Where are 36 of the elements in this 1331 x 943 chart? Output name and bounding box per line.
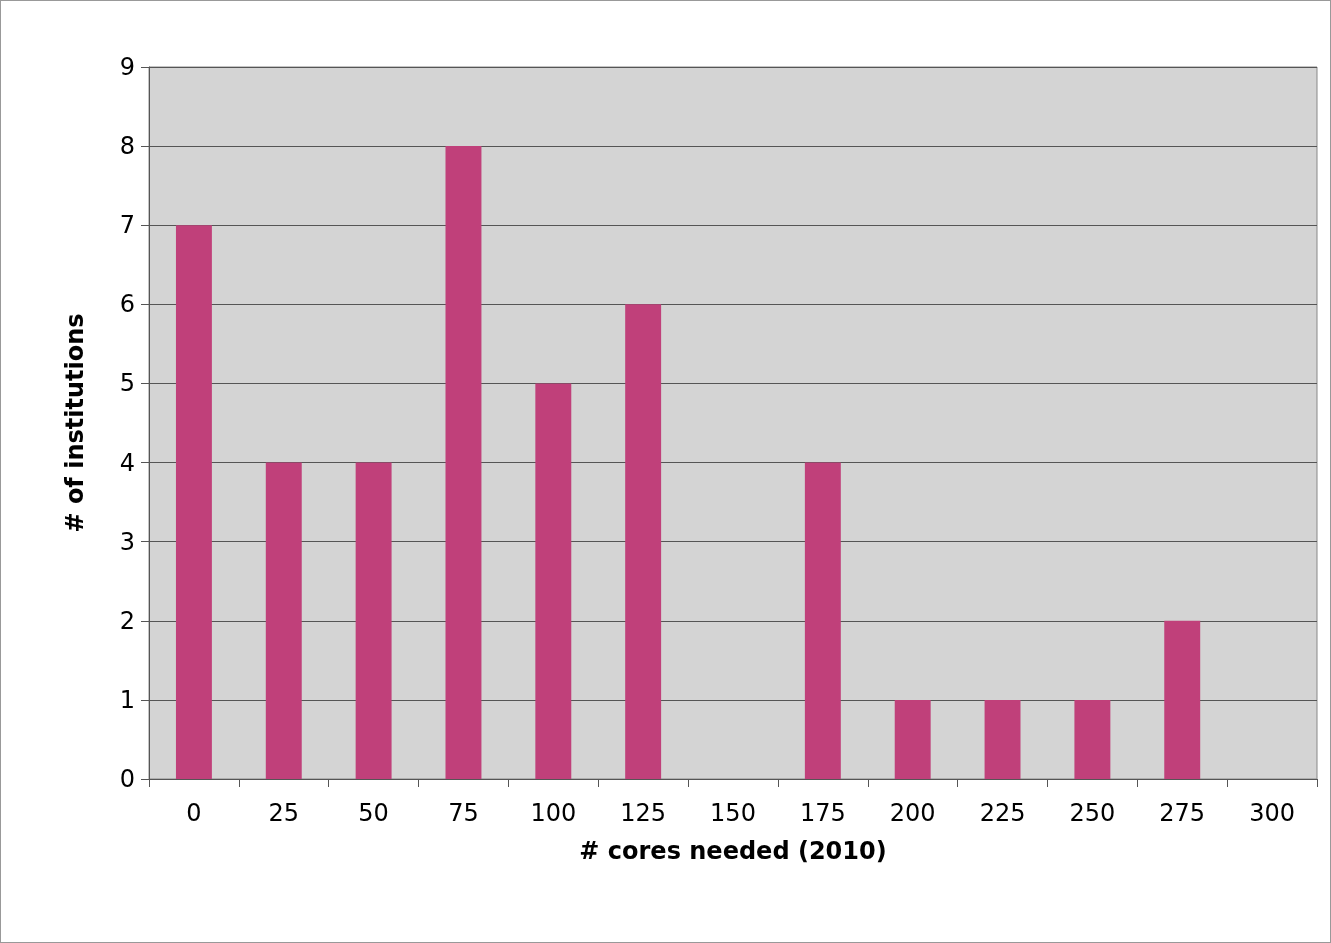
x-tick-label: 200	[889, 799, 936, 827]
x-tick-label: 175	[799, 799, 846, 827]
x-tick-label: 300	[1249, 799, 1295, 827]
bar	[265, 462, 302, 779]
y-tick-label: 8	[119, 132, 135, 161]
y-tick-label: 4	[119, 448, 135, 477]
x-tick-label: 25	[268, 799, 300, 827]
x-tick-label: 275	[1159, 799, 1206, 827]
bar	[894, 699, 931, 779]
y-tick-label: 5	[119, 369, 135, 398]
x-tick-label: 225	[979, 799, 1026, 827]
y-tick-label: 1	[119, 685, 135, 714]
x-tick-label: 0	[186, 799, 202, 827]
bar	[445, 146, 482, 779]
x-axis-title: # cores needed (2010)	[579, 837, 887, 865]
y-tick-label: 0	[119, 765, 135, 793]
bar	[1074, 699, 1111, 779]
y-tick-label: 9	[119, 53, 135, 81]
y-tick-label: 2	[119, 606, 135, 635]
bar	[804, 462, 841, 779]
bar	[1164, 620, 1201, 779]
x-tick-label: 50	[358, 799, 389, 827]
bar	[984, 699, 1021, 779]
y-tick-label: 6	[119, 290, 135, 319]
x-tick-label: 75	[448, 799, 479, 827]
y-tick-label: 3	[119, 527, 135, 556]
x-tick-label: 100	[530, 799, 577, 827]
x-tick-label: 250	[1069, 799, 1116, 827]
bar	[535, 383, 572, 779]
x-tick-label: 150	[710, 799, 756, 827]
bar	[625, 304, 662, 779]
y-tick-label: 7	[119, 211, 135, 240]
bar	[175, 225, 212, 779]
x-tick-label: 125	[620, 799, 667, 827]
y-axis-title: # of institutions	[61, 313, 89, 533]
bar	[355, 462, 392, 779]
